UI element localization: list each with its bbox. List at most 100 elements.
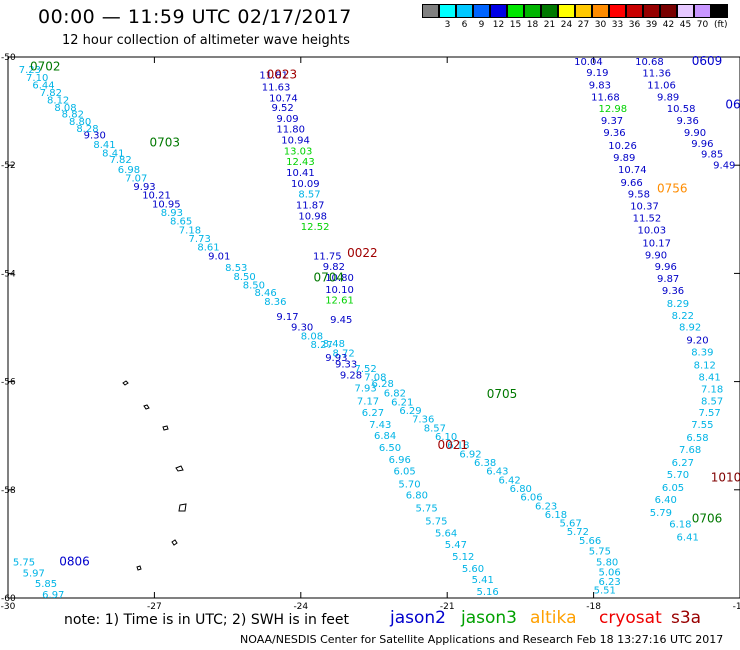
swh-value-label: 6.80: [406, 490, 428, 501]
color-scale-label: 33: [611, 20, 624, 30]
swh-value-label: 7.07: [125, 173, 147, 184]
swh-value-label: 8.57: [701, 396, 723, 407]
swh-value-label: 9.28: [340, 370, 362, 381]
swh-value-label: 9.36: [677, 116, 699, 127]
swh-value-label: 9.82: [323, 262, 345, 273]
swh-value-label: 6.10: [435, 432, 457, 443]
swh-value-label: 5.60: [462, 564, 484, 575]
swh-value-label: 6.44: [32, 80, 54, 91]
y-tick-label: -50: [1, 53, 16, 63]
swh-value-label: 9.01: [208, 251, 230, 262]
swh-value-label: 6.43: [486, 467, 508, 478]
island-outline: [122, 380, 129, 386]
swh-value-label: 5.85: [35, 579, 57, 590]
swh-value-label: 6.41: [677, 533, 699, 544]
color-scale-swatch: [575, 4, 592, 18]
swh-value-label: 6.05: [394, 467, 416, 478]
swh-value-label: 9.93: [133, 182, 155, 193]
color-scale-swatch: [507, 4, 524, 18]
color-scale-swatch: [490, 4, 507, 18]
swh-value-label: 7.10: [26, 73, 48, 84]
swh-value-label: 11.68: [591, 92, 620, 103]
swh-value-label: 8.92: [679, 323, 701, 334]
island-outline: [171, 539, 178, 546]
color-scale-swatch: [473, 4, 490, 18]
swh-value-label: 5.41: [472, 575, 494, 586]
swh-value-label: 9.89: [657, 92, 679, 103]
island-outline: [136, 565, 142, 571]
swh-value-label: 8.50: [233, 272, 255, 283]
satellite-legend-jason2: jason2: [390, 608, 446, 628]
swh-value-label: 8.08: [301, 331, 323, 342]
swh-value-label: 9.66: [620, 178, 642, 189]
swh-value-label: 7.93: [354, 383, 376, 394]
swh-value-label: 11.81: [259, 71, 288, 82]
swh-value-label: 6.18: [545, 510, 567, 521]
swh-value-label: 11.63: [262, 83, 291, 94]
swh-value-label: 9.30: [291, 323, 313, 334]
pass-id-label: 0610: [725, 97, 740, 111]
color-scale-swatch: [456, 4, 473, 18]
swh-value-label: 9.30: [84, 131, 106, 142]
swh-value-label: 7.73: [189, 234, 211, 245]
swh-value-label: 10.21: [142, 191, 171, 202]
swh-value-label: 7.52: [354, 364, 376, 375]
swh-value-label: 10.80: [325, 273, 354, 284]
swh-value-label: 6.80: [510, 484, 532, 495]
color-scale-swatch: [626, 4, 643, 18]
pass-id-label: 0023: [267, 68, 298, 82]
color-scale-swatch: [694, 4, 711, 18]
swh-value-label: 10.95: [152, 199, 181, 210]
swh-value-label: 9.93: [325, 353, 347, 364]
swh-value-label: 9.36: [662, 286, 684, 297]
swh-value-label: 5.66: [579, 536, 601, 547]
x-tick-label: -24: [293, 602, 308, 612]
swh-value-label: 6.50: [379, 443, 401, 454]
swh-value-label: 5.72: [567, 527, 589, 538]
pass-id-label: 0806: [59, 555, 90, 569]
swh-value-label: 9.96: [655, 262, 677, 273]
swh-value-label: 9.96: [691, 139, 713, 150]
swh-value-label: 6.29: [399, 406, 421, 417]
color-scale-swatch: [711, 4, 728, 18]
swh-value-label: 9.09: [276, 114, 298, 125]
swh-value-label: 8.39: [691, 348, 713, 359]
swh-value-label: 8.41: [699, 373, 721, 384]
swh-value-label: 5.80: [596, 558, 618, 569]
swh-value-label: 10.41: [286, 168, 315, 179]
swh-value-label: 5.12: [452, 552, 474, 563]
swh-value-label: 10.68: [635, 57, 664, 68]
color-scale-swatch: [660, 4, 677, 18]
pass-id-label: 0609: [692, 54, 723, 68]
swh-value-label: 10.94: [281, 136, 310, 147]
swh-value-label: 5.97: [23, 568, 45, 579]
pass-id-label: 0021: [437, 438, 468, 452]
swh-value-label: 8.53: [225, 263, 247, 274]
swh-value-label: 6.96: [389, 455, 411, 466]
y-tick-label: -52: [1, 161, 16, 171]
color-scale-label: 39: [645, 20, 658, 30]
y-tick-label: -60: [1, 594, 16, 604]
swh-value-label: 10.03: [638, 225, 667, 236]
swh-value-label: 10.58: [667, 104, 696, 115]
color-scale-label: 27: [577, 20, 590, 30]
swh-value-label: 9.33: [335, 360, 357, 371]
satellite-legend-cryosat: cryosat: [599, 608, 662, 628]
swh-value-label: 5.64: [435, 528, 457, 539]
color-scale-unit: (ft): [714, 20, 728, 30]
swh-value-label: 6.06: [520, 493, 542, 504]
swh-value-label: 6.18: [669, 520, 691, 531]
swh-value-label: 9.20: [686, 336, 708, 347]
swh-value-label: 8.80: [69, 117, 91, 128]
swh-value-label: 6.84: [374, 431, 396, 442]
satellite-legend-altika: altika: [530, 608, 577, 628]
color-scale-label: 12: [492, 20, 505, 30]
swh-value-label: 6.23: [535, 501, 557, 512]
swh-value-label: 9.36: [603, 128, 625, 139]
swh-value-label: 6.38: [474, 458, 496, 469]
y-tick-label: -58: [1, 486, 16, 496]
swh-value-label: 7.17: [357, 396, 379, 407]
footer-credit: NOAA/NESDIS Center for Satellite Applica…: [240, 633, 724, 646]
swh-value-label: 12.98: [598, 104, 627, 115]
swh-value-label: 9.83: [589, 80, 611, 91]
